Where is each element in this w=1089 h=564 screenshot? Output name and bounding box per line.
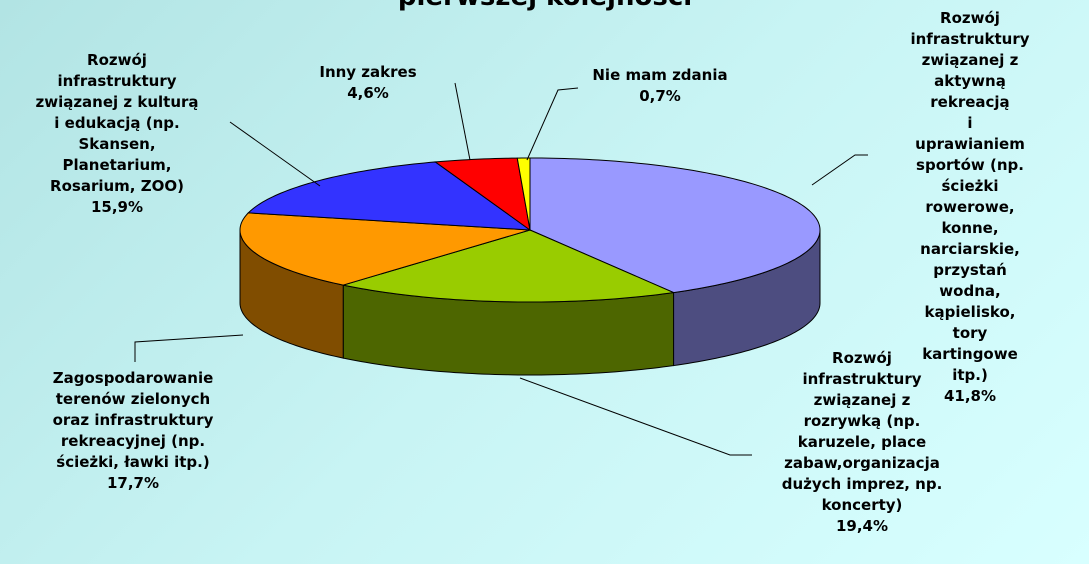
slice (433, 157, 531, 232)
slice-label: Zagospodarowanie terenów zielonych oraz … (53, 368, 214, 494)
category-label: Zagospodarowanie terenów zielonych oraz … (52, 369, 214, 471)
category-label: Inny zakres (319, 63, 417, 81)
value-label: 17,7% (106, 474, 160, 492)
value-label: 15,9% (90, 198, 144, 216)
leader-line (519, 377, 752, 456)
slice-label: Nie mam zdania 0,7% (592, 65, 727, 107)
value-label: 41,8% (943, 387, 997, 405)
slice (239, 212, 531, 286)
leader-line (229, 121, 321, 187)
slice-label: Rozwój infrastruktury związanej z kultur… (35, 50, 198, 218)
category-label: Rozwój infrastruktury związanej z aktywn… (910, 9, 1030, 384)
category-label: Rozwój infrastruktury związanej z kultur… (35, 51, 199, 195)
value-label: 4,6% (347, 84, 389, 102)
slice (529, 157, 821, 294)
slices (239, 157, 821, 376)
slice (247, 161, 532, 231)
leader-line (811, 154, 868, 186)
leader-line (454, 82, 471, 161)
value-label: 0,7% (639, 87, 681, 105)
slice (516, 157, 531, 231)
slice-label: Rozwój infrastruktury związanej z aktywn… (910, 8, 1029, 407)
category-label: Rozwój infrastruktury związanej z rozryw… (781, 349, 943, 514)
leader-line (134, 334, 244, 362)
chart-title: pierwszej kolejności (398, 0, 692, 12)
slice (343, 229, 676, 303)
leader-line (526, 87, 579, 161)
category-label: Nie mam zdania (592, 66, 728, 84)
value-label: 19,4% (835, 517, 889, 535)
slice-label: Rozwój infrastruktury związanej z rozryw… (782, 348, 943, 537)
slice-label: Inny zakres 4,6% (319, 62, 416, 104)
